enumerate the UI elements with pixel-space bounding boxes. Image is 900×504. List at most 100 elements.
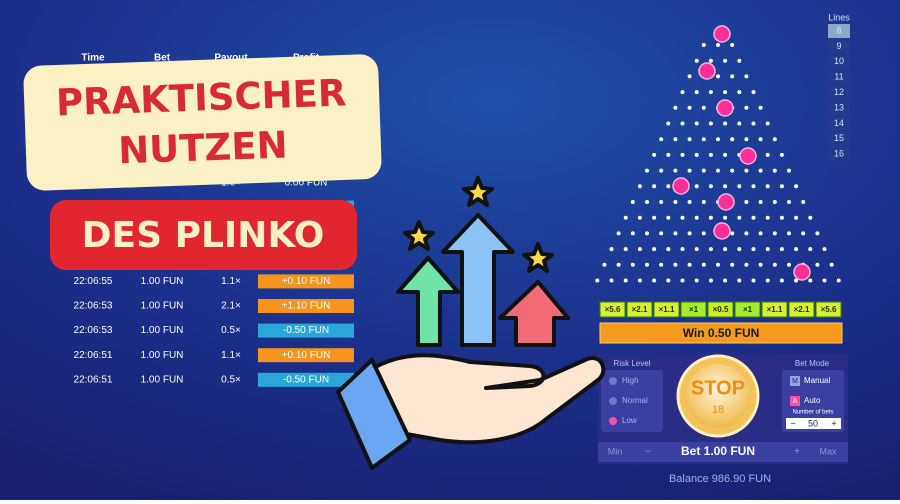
multiplier: ×2.1 [632, 305, 648, 314]
lines-option-bg [828, 116, 850, 131]
peg [687, 200, 692, 204]
peg [744, 231, 749, 236]
peg [673, 200, 678, 204]
multiplier: ×5.6 [605, 305, 621, 314]
peg [744, 262, 749, 267]
cell: 0.5× [221, 325, 241, 336]
peg [751, 247, 756, 252]
bet-bet: Bet 1.00 FUN [681, 444, 755, 458]
ball [716, 99, 734, 117]
banner-text: PRAKTISCHER [55, 71, 347, 124]
peg [666, 121, 671, 126]
peg [666, 215, 671, 220]
peg [687, 231, 692, 236]
peg [723, 121, 728, 126]
profit-pill [258, 299, 354, 313]
stop-label: STOP [691, 377, 745, 399]
risk-icon [609, 417, 617, 425]
peg [737, 90, 742, 95]
peg [666, 247, 671, 252]
peg [765, 121, 770, 126]
peg [701, 105, 706, 110]
peg [716, 262, 720, 267]
win-text: Win 0.50 FUN [683, 326, 760, 340]
sleeve [336, 358, 412, 470]
peg [730, 137, 735, 142]
cell: 22:06:53 [74, 325, 113, 336]
peg [701, 137, 706, 142]
peg [772, 231, 777, 236]
peg [751, 278, 756, 283]
peg [744, 105, 749, 110]
multiplier-box [599, 301, 626, 318]
peg [687, 74, 692, 79]
lines-option-bg [828, 54, 850, 69]
cell: 22:06:51 [74, 374, 113, 385]
profit-pill [258, 323, 354, 338]
peg [737, 215, 742, 220]
peg [616, 231, 621, 236]
illustration [336, 176, 606, 470]
cell: 0.00 FUN [285, 178, 328, 189]
peg [779, 247, 784, 252]
column-header: Time [81, 53, 105, 64]
peg [595, 278, 600, 283]
peg [737, 121, 742, 126]
lines-option: 11 [834, 72, 843, 82]
peg [723, 58, 728, 63]
peg [666, 152, 671, 157]
multiplier: ×5.6 [821, 305, 837, 314]
lines-option: 12 [834, 87, 844, 97]
peg [744, 74, 749, 79]
peg [652, 215, 657, 220]
peg [787, 168, 791, 173]
peg [808, 278, 813, 283]
banner-box [23, 54, 382, 191]
peg [652, 152, 657, 157]
peg [730, 168, 735, 173]
win-bar [599, 322, 843, 344]
stop-button[interactable] [686, 364, 750, 428]
key-badge [790, 396, 800, 406]
bets-minus[interactable]: − [790, 418, 795, 428]
cell: 0.5× [221, 374, 241, 385]
bet-max[interactable]: Max [819, 446, 837, 456]
profit-pill [258, 274, 354, 289]
bets-plus[interactable]: + [831, 418, 836, 428]
bet-min[interactable]: Min [608, 446, 623, 456]
peg [694, 90, 699, 95]
peg [694, 121, 699, 126]
peg [694, 278, 699, 283]
peg [723, 184, 728, 189]
peg [694, 247, 699, 252]
bet-minus[interactable]: − [645, 447, 651, 458]
peg [666, 278, 671, 283]
cell: 1.00 FUN [141, 301, 184, 312]
peg [602, 262, 607, 267]
peg [659, 200, 664, 204]
lines-option-bg [828, 24, 850, 38]
peg [779, 184, 784, 189]
peg [673, 105, 678, 110]
peg [737, 247, 742, 252]
multiplier: ×2.1 [794, 305, 810, 314]
column-header: Payout [214, 53, 248, 64]
cell: 2.1× [221, 301, 241, 312]
lines-option: 14 [834, 118, 844, 128]
peg [659, 231, 664, 236]
arrow-red [498, 280, 570, 347]
peg [680, 247, 685, 252]
peg [609, 247, 614, 252]
column-header: Bet [154, 53, 171, 64]
peg [645, 231, 649, 236]
peg [723, 90, 728, 95]
multiplier: ×1.1 [659, 305, 675, 314]
peg [758, 168, 763, 173]
peg [623, 278, 628, 283]
peg [794, 247, 799, 252]
bet-plus[interactable]: + [794, 447, 800, 458]
peg [645, 262, 649, 267]
peg [772, 262, 777, 267]
peg [701, 168, 706, 173]
peg [616, 262, 621, 267]
